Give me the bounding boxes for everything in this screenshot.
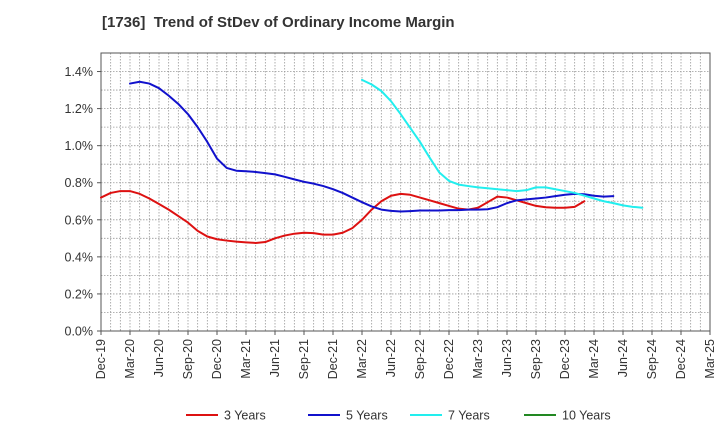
x-tick-label: Dec-19 <box>94 339 108 379</box>
x-tick-label: Jun-23 <box>500 339 514 377</box>
y-tick-label: 1.4% <box>65 65 94 79</box>
legend-label-1: 5 Years <box>346 409 388 423</box>
x-tick-label: Sep-22 <box>413 339 427 379</box>
y-tick-label: 0.2% <box>65 287 94 301</box>
x-tick-label: Jun-21 <box>268 339 282 377</box>
x-tick-label: Mar-24 <box>587 339 601 379</box>
legend-label-2: 7 Years <box>448 409 490 423</box>
y-tick-label: 0.8% <box>65 176 94 190</box>
y-tick-label: 0.0% <box>65 325 94 339</box>
y-tick-label: 0.6% <box>65 213 94 227</box>
y-tick-label: 0.4% <box>65 250 94 264</box>
chart-title: [1736] Trend of StDev of Ordinary Income… <box>102 14 455 31</box>
x-tick-label: Sep-24 <box>645 339 659 379</box>
y-tick-label: 1.0% <box>65 139 94 153</box>
x-tick-label: Mar-23 <box>471 339 485 379</box>
grid <box>101 53 710 331</box>
plot-area <box>101 53 710 331</box>
x-tick-label: Sep-23 <box>529 339 543 379</box>
x-tick-label: Jun-24 <box>616 339 630 377</box>
x-tick-label: Mar-20 <box>123 339 137 379</box>
x-tick-label: Sep-21 <box>297 339 311 379</box>
x-tick-label: Dec-20 <box>210 339 224 379</box>
x-tick-label: Dec-22 <box>442 339 456 379</box>
x-tick-label: Dec-21 <box>326 339 340 379</box>
x-tick-label: Jun-22 <box>384 339 398 377</box>
plot-border <box>100 52 711 332</box>
legend-label-3: 10 Years <box>562 409 611 423</box>
x-tick-label: Dec-24 <box>674 339 688 379</box>
x-tick-label: Jun-20 <box>152 339 166 377</box>
series-line-1 <box>129 80 615 213</box>
x-tick-label: Mar-21 <box>239 339 253 379</box>
x-tick-label: Sep-20 <box>181 339 195 379</box>
legend-label-0: 3 Years <box>224 409 266 423</box>
series-line-0 <box>100 190 586 244</box>
series-line-2 <box>361 78 644 209</box>
y-tick-label: 1.2% <box>65 102 94 116</box>
x-tick-label: Mar-25 <box>703 339 717 379</box>
x-tick-label: Dec-23 <box>558 339 572 379</box>
x-tick-label: Mar-22 <box>355 339 369 379</box>
